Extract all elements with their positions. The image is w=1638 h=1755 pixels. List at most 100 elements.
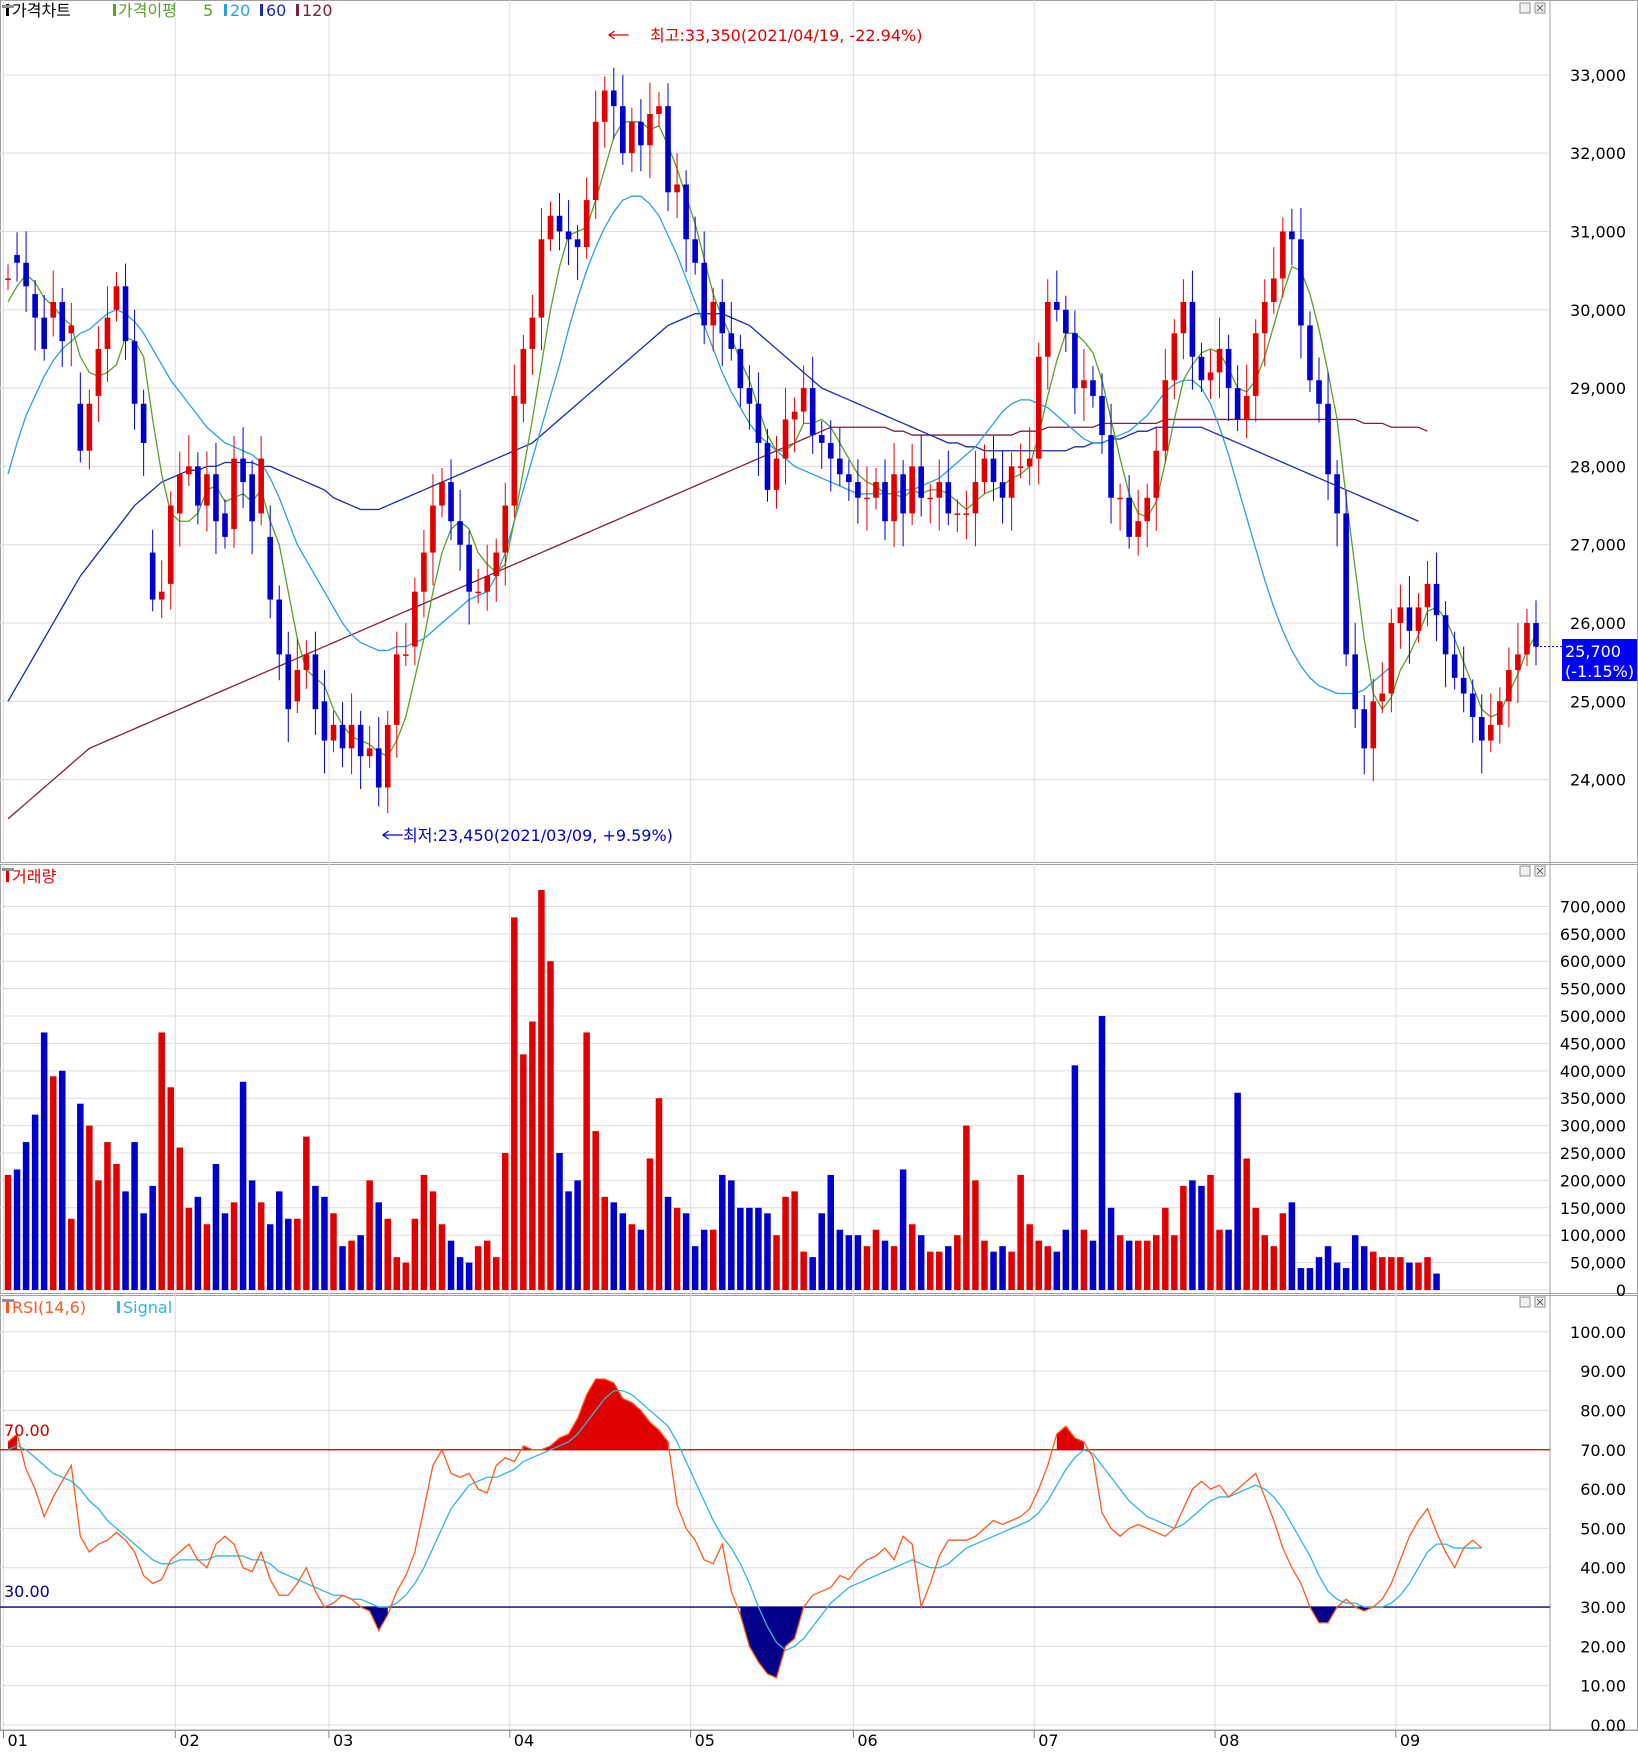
rsi-legend: RSI(14,6) Signal (6, 1298, 172, 1317)
candle-body (366, 748, 373, 757)
candle-body (547, 215, 554, 240)
volume-bar (538, 890, 545, 1290)
candle-body (1207, 372, 1214, 381)
volume-bars (4, 890, 1440, 1290)
candle-body (1388, 623, 1395, 694)
volume-bar (22, 1142, 30, 1290)
volume-bar (1207, 1174, 1214, 1290)
candle-body (68, 325, 75, 334)
volume-bar (330, 1213, 337, 1290)
candle-body (520, 348, 527, 404)
volume-tick-label: 200,000 (1560, 1171, 1626, 1190)
volume-tick-label: 700,000 (1560, 897, 1626, 916)
volume-bar (1143, 1240, 1151, 1290)
volume-bar (1107, 1207, 1115, 1290)
rsi-overbought-oversold-fills (8, 1378, 1374, 1678)
volume-bar (239, 1081, 247, 1290)
rsi-tick-label: 40.00 (1580, 1559, 1626, 1578)
candle-body (267, 536, 274, 600)
signal-line (7, 1390, 1482, 1652)
volume-panel[interactable]: 거래량 (4, 867, 1440, 1290)
candle-body (493, 552, 500, 577)
volume-bar (86, 1125, 93, 1290)
volume-bar (339, 1246, 346, 1290)
volume-bar (1379, 1257, 1386, 1290)
volume-bar (95, 1180, 102, 1290)
candle-body (1307, 325, 1313, 381)
month-label: 09 (1400, 1731, 1420, 1750)
candle-body (556, 215, 563, 232)
candle-body (1108, 435, 1114, 498)
volume-tick-label: 600,000 (1560, 952, 1626, 971)
volume-bar (312, 1185, 319, 1290)
volume-bar (384, 1218, 391, 1290)
candle-body (1451, 654, 1458, 678)
volume-bar (999, 1246, 1006, 1290)
volume-bar (1315, 1257, 1323, 1290)
volume-bar (212, 1163, 220, 1290)
candle-body (1234, 388, 1241, 420)
volume-bar (1225, 1229, 1232, 1290)
price-panel[interactable]: 가격차트 가격이평 5 20 60 120 최고:33,350(2021/04/… (5, 1, 1637, 845)
volume-bar (881, 1240, 889, 1290)
volume-bar (520, 1054, 527, 1290)
candle-body (276, 599, 283, 655)
volume-bar (285, 1218, 292, 1290)
candle-body (647, 113, 653, 146)
volume-bar (1261, 1235, 1269, 1290)
candle-body (1424, 583, 1431, 608)
volume-bar (782, 1196, 789, 1290)
volume-bar (1406, 1262, 1413, 1290)
y-axes: 24,000 25,000 26,000 27,000 28,000 29,000 30,0… (1560, 66, 1626, 1735)
candle-body (222, 513, 228, 537)
candle-body (1316, 380, 1322, 404)
candle-body (999, 482, 1006, 498)
price-tick-label: 28,000 (1570, 457, 1626, 476)
candle-body (412, 591, 418, 647)
candle-body (1072, 333, 1078, 389)
candle-body (755, 403, 762, 443)
candle-body (122, 286, 129, 342)
candle-body (610, 90, 617, 107)
rsi-tick-label: 100.00 (1570, 1323, 1626, 1342)
candle-body (529, 317, 536, 349)
candle-body (1035, 356, 1042, 459)
candle-body (393, 654, 400, 725)
candle-body (1497, 701, 1503, 725)
month-label: 03 (333, 1731, 353, 1750)
volume-bar (13, 1169, 21, 1290)
volume-bar (1333, 1262, 1341, 1290)
volume-bar (149, 1185, 156, 1290)
candle-body (981, 458, 988, 483)
volume-bar (456, 1257, 464, 1290)
price-tick-label: 26,000 (1570, 614, 1626, 633)
candle-body (701, 262, 707, 326)
volume-bar (1388, 1257, 1395, 1290)
rsi-panel[interactable]: RSI(14,6) Signal 70.00 30.00 (0, 1298, 1550, 1679)
candle-body (864, 497, 870, 500)
candle-body (14, 254, 20, 263)
volume-bar (1324, 1246, 1332, 1290)
volume-bar (1397, 1257, 1404, 1290)
volume-bar (140, 1213, 147, 1290)
volume-bar (936, 1251, 943, 1290)
candle-body (258, 458, 264, 514)
volume-tick-label: 650,000 (1560, 925, 1626, 944)
candle-body (629, 121, 635, 154)
volume-bar (1234, 1092, 1241, 1290)
volume-bar (1252, 1207, 1259, 1290)
volume-bar (420, 1174, 428, 1290)
candle-body (1343, 513, 1349, 655)
candle-body (746, 388, 753, 404)
candle-body (846, 474, 852, 483)
candle-body (837, 458, 843, 475)
candle-body (158, 591, 165, 600)
month-label: 01 (7, 1731, 27, 1750)
volume-bar (194, 1196, 202, 1290)
candle-body (1506, 670, 1512, 702)
panel-maximize-icon (1519, 1296, 1531, 1308)
candle-body (1289, 231, 1295, 240)
candle-body (294, 670, 301, 702)
volume-bar (655, 1098, 663, 1290)
